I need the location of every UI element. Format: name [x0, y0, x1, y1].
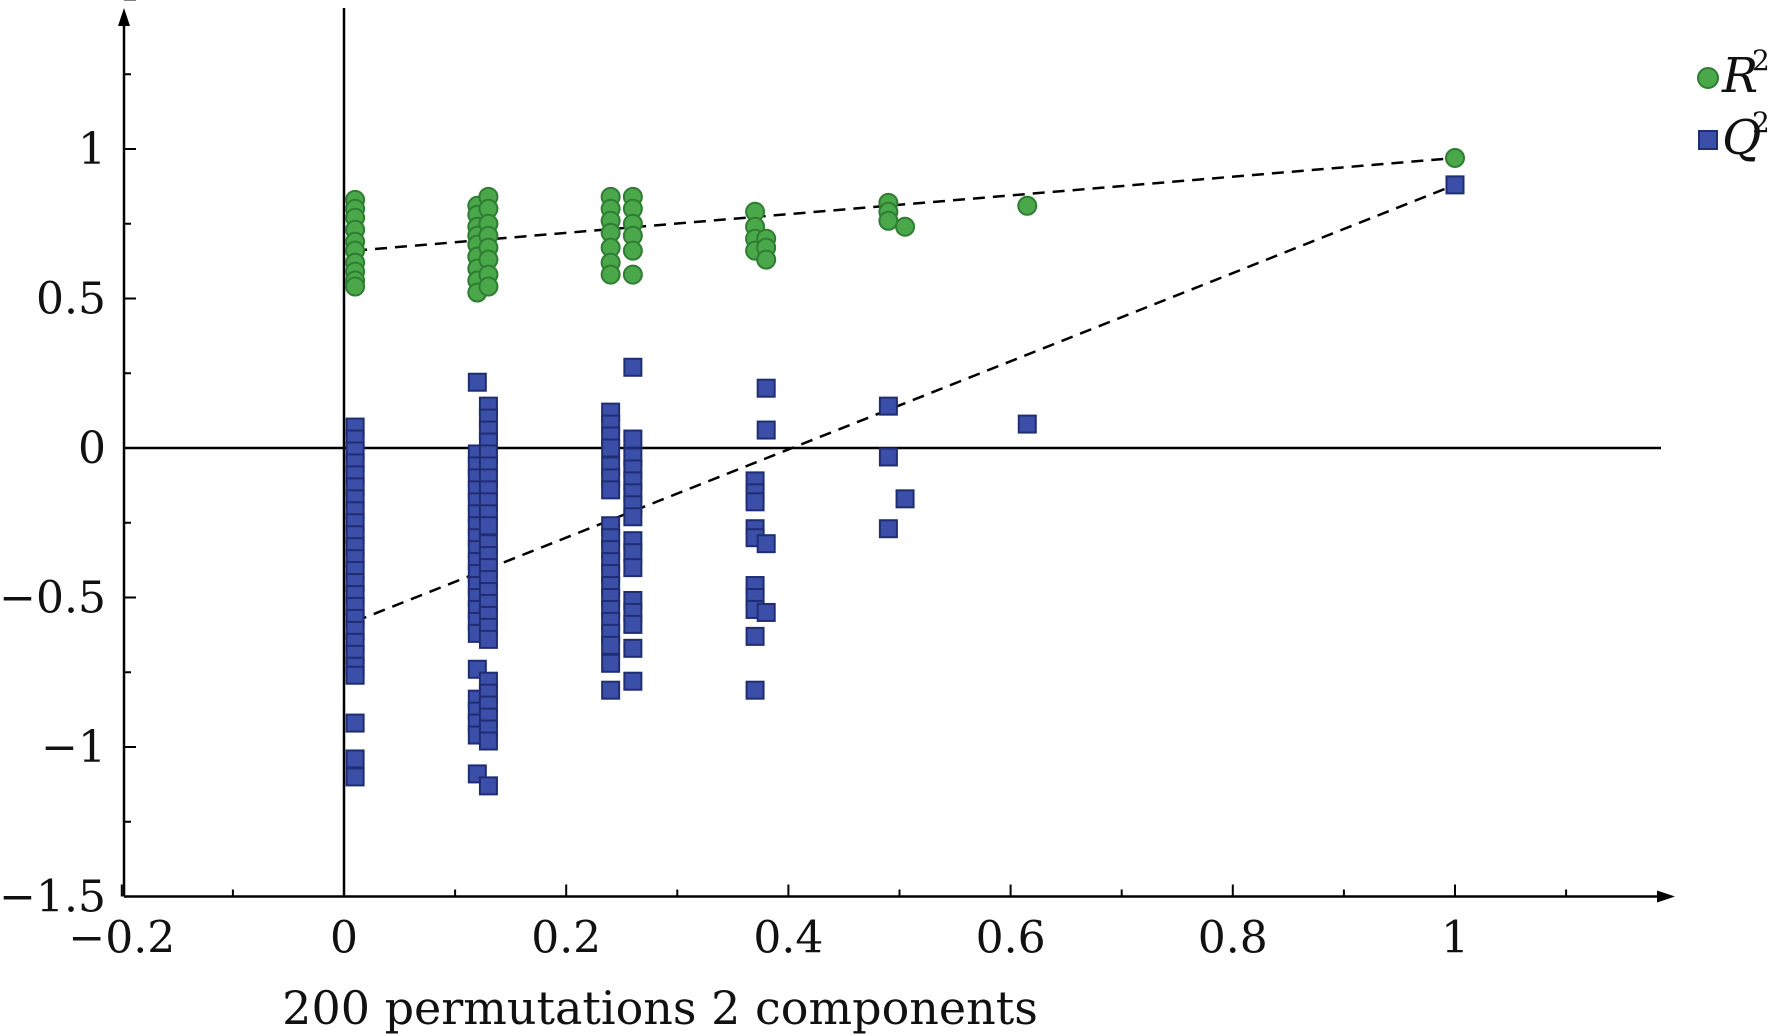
legend-superscript: 2 [1752, 106, 1770, 139]
data-point-q [345, 767, 365, 787]
data-point-q [756, 378, 776, 398]
data-point-q [623, 671, 643, 691]
data-point-q [623, 357, 643, 377]
data-point-q [623, 638, 643, 658]
x-tick-label: 0.4 [753, 913, 823, 964]
data-point-q [345, 713, 365, 733]
axis-labels: −1.5 −1 −0.5 0 0.5 1 −0.2 0 0.2 0.4 0.6 0.8 1 [0, 124, 1469, 964]
data-point-r [1017, 195, 1038, 216]
data-point-q [745, 492, 765, 512]
data-point-q [756, 420, 776, 440]
y-tick-label: −1.5 [0, 872, 106, 923]
data-point-q [601, 438, 621, 458]
legend-label: R [1721, 48, 1758, 104]
data-points [345, 147, 1465, 796]
legend-marker-square [1698, 130, 1718, 150]
data-point-r [756, 249, 777, 270]
data-point-q [601, 680, 621, 700]
legend-item-r: R2 [1697, 44, 1770, 104]
data-point-q [895, 489, 915, 509]
data-point-q [623, 507, 643, 527]
data-point-r [878, 210, 899, 231]
y-tick-label: 1 [78, 124, 106, 175]
legend-marker-circle [1697, 67, 1719, 89]
data-point-q [601, 480, 621, 500]
x-tick-label: 0.2 [531, 913, 601, 964]
data-point-q [601, 653, 621, 673]
data-point-q [1017, 414, 1037, 434]
data-point-q [478, 731, 498, 751]
regression-line-q [354, 183, 1456, 623]
y-tick-label: −0.5 [0, 573, 106, 624]
data-point-q [345, 665, 365, 685]
data-point-q [745, 626, 765, 646]
data-point-q [756, 602, 776, 622]
data-point-q [623, 429, 643, 449]
data-point-q [878, 396, 898, 416]
series-q2 [345, 175, 1465, 796]
series-r2 [345, 147, 1465, 303]
x-tick-label: 0.8 [1198, 913, 1268, 964]
data-point-q [478, 629, 498, 649]
data-point-r [345, 276, 366, 297]
regression-line-r [355, 156, 1456, 252]
legend-label: Q [1722, 110, 1761, 166]
data-point-r [622, 264, 643, 285]
y-tick-label: −1 [41, 722, 106, 773]
x-tick-label: 0.6 [976, 913, 1046, 964]
data-point-q [478, 776, 498, 796]
data-point-q [745, 680, 765, 700]
x-axis-arrow [1657, 890, 1675, 903]
x-tick-label: 1 [1441, 913, 1469, 964]
data-point-q [878, 447, 898, 467]
data-point-q [756, 534, 776, 554]
data-point-q [623, 614, 643, 634]
data-point-q [601, 635, 621, 655]
data-point-r [600, 264, 621, 285]
data-point-r [622, 240, 643, 261]
data-point-r [895, 216, 916, 237]
data-point-q [345, 749, 365, 769]
data-point-q [478, 516, 498, 536]
regression-lines [354, 156, 1456, 623]
x-tick-label: −0.2 [68, 913, 175, 964]
x-axis-label: 200 permutations 2 components [282, 981, 1038, 1035]
y-tick-label: 0 [78, 423, 106, 474]
data-point-r [478, 276, 499, 297]
data-point-q [878, 519, 898, 539]
legend-superscript: 2 [1752, 44, 1770, 77]
data-point-q [467, 372, 487, 392]
y-tick-label: 0.5 [36, 274, 106, 325]
data-point-r [1445, 147, 1465, 168]
x-tick-label: 0 [330, 913, 358, 964]
legend-item-q: Q2 [1698, 106, 1770, 166]
data-point-q [1445, 175, 1465, 195]
data-point-q [623, 558, 643, 578]
y-axis-arrow [118, 8, 130, 26]
